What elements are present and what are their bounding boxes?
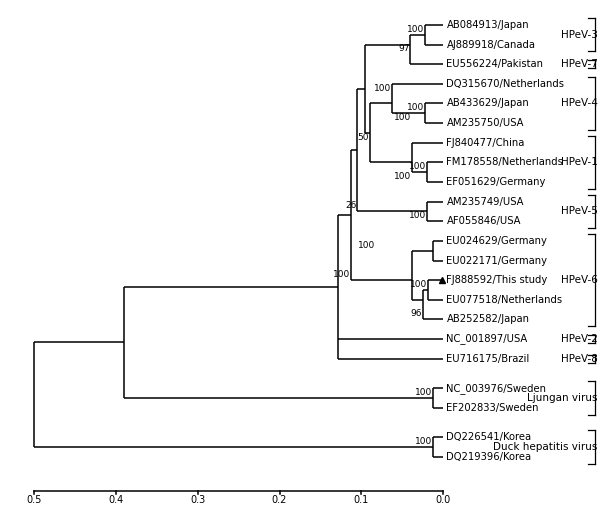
Text: HPeV-7: HPeV-7 (561, 59, 598, 69)
Text: Duck hepatitis virus: Duck hepatitis virus (493, 442, 598, 452)
Text: 100: 100 (394, 172, 411, 181)
Text: HPeV-2: HPeV-2 (561, 334, 598, 344)
Text: AB084913/Japan: AB084913/Japan (446, 20, 529, 30)
Text: HPeV-4: HPeV-4 (561, 99, 598, 109)
Text: 100: 100 (394, 113, 411, 122)
Text: NC_001897/USA: NC_001897/USA (446, 334, 528, 344)
Text: 50: 50 (357, 133, 369, 142)
Text: 100: 100 (374, 84, 392, 92)
Text: HPeV-8: HPeV-8 (561, 354, 598, 364)
Text: 100: 100 (409, 162, 426, 171)
Text: 96: 96 (410, 309, 422, 319)
Text: FJ840477/China: FJ840477/China (446, 138, 525, 148)
Text: 100: 100 (407, 25, 424, 34)
Text: EU716175/Brazil: EU716175/Brazil (446, 354, 530, 364)
Text: FJ888592/This study: FJ888592/This study (446, 275, 548, 285)
Text: 0.3: 0.3 (190, 495, 205, 505)
Text: AB433629/Japan: AB433629/Japan (446, 99, 529, 109)
Text: HPeV-6: HPeV-6 (561, 275, 598, 285)
Text: 100: 100 (415, 388, 432, 397)
Text: EU024629/Germany: EU024629/Germany (446, 236, 547, 246)
Text: 26: 26 (345, 202, 356, 210)
Text: HPeV-3: HPeV-3 (561, 30, 598, 40)
Text: 100: 100 (409, 211, 426, 220)
Text: 0.2: 0.2 (272, 495, 287, 505)
Text: 0.4: 0.4 (109, 495, 124, 505)
Text: 0.1: 0.1 (354, 495, 369, 505)
Text: EU077518/Netherlands: EU077518/Netherlands (446, 295, 563, 305)
Text: NC_003976/Sweden: NC_003976/Sweden (446, 383, 547, 394)
Text: AM235749/USA: AM235749/USA (446, 197, 524, 207)
Text: AJ889918/Canada: AJ889918/Canada (446, 40, 535, 50)
Text: 0.0: 0.0 (436, 495, 451, 505)
Text: DQ226541/Korea: DQ226541/Korea (446, 432, 532, 442)
Text: 100: 100 (410, 280, 428, 289)
Text: AF055846/USA: AF055846/USA (446, 216, 521, 226)
Text: HPeV-5: HPeV-5 (561, 206, 598, 216)
Text: EF051629/Germany: EF051629/Germany (446, 177, 546, 187)
Text: 97: 97 (398, 44, 410, 53)
Text: Ljungan virus: Ljungan virus (527, 393, 598, 403)
Text: 100: 100 (407, 103, 424, 112)
Text: FM178558/Netherlands: FM178558/Netherlands (446, 157, 563, 167)
Text: EU556224/Pakistan: EU556224/Pakistan (446, 59, 544, 69)
Text: AM235750/USA: AM235750/USA (446, 118, 524, 128)
Text: EF202833/Sweden: EF202833/Sweden (446, 403, 539, 413)
Text: 0.5: 0.5 (26, 495, 42, 505)
Text: HPeV-1: HPeV-1 (561, 157, 598, 167)
Text: 100: 100 (415, 437, 432, 446)
Text: 100: 100 (358, 241, 375, 250)
Text: EU022171/Germany: EU022171/Germany (446, 256, 547, 266)
Text: DQ315670/Netherlands: DQ315670/Netherlands (446, 79, 565, 89)
Text: 100: 100 (332, 270, 350, 279)
Text: DQ219396/Korea: DQ219396/Korea (446, 452, 532, 462)
Text: AB252582/Japan: AB252582/Japan (446, 314, 529, 325)
